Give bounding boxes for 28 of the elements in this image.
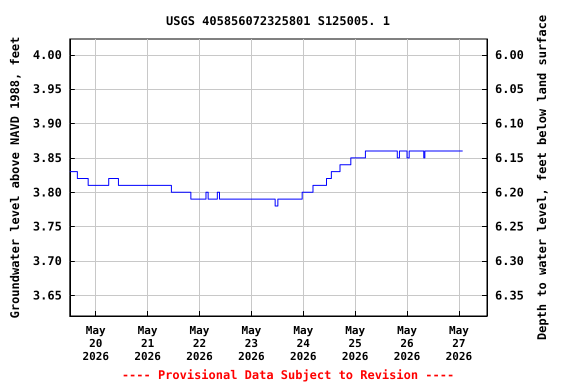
x-tick-label: May 24 2026: [290, 324, 317, 363]
chart-title: USGS 405856072325801 S125005. 1: [166, 14, 390, 28]
y-axis-title: Groundwater level above NAVD 1988, feet: [8, 36, 22, 318]
y-tick-label: 3.80: [32, 185, 62, 200]
x-tick-label: May 26 2026: [394, 324, 421, 363]
x-tick-label: May 22 2026: [186, 324, 214, 363]
text: ---- Provisional Data Subject to Revision ----: [122, 368, 454, 382]
y-tick-label: 3.65: [32, 288, 62, 302]
x-tick-label: May 21 2026: [134, 324, 162, 363]
y2-tick-label: 6.20: [495, 185, 524, 200]
y2-tick-label: 6.30: [495, 254, 524, 268]
y-tick-label: 3.95: [32, 82, 62, 96]
x-tick-label: May 25 2026: [342, 324, 369, 363]
y2-tick-label: 6.15: [495, 150, 524, 165]
y-tick-label: 3.70: [32, 254, 62, 268]
y2-axis-title: Depth to water level, feet below land surface: [534, 14, 549, 340]
y2-tick-label: 6.05: [495, 82, 524, 96]
y-tick-label: 3.75: [32, 220, 62, 234]
y2-tick-label: 6.25: [495, 220, 524, 234]
x-tick-label: May 20 2026: [82, 324, 110, 363]
y-tick-label: 4.00: [32, 48, 62, 62]
y2-tick-label: 6.00: [495, 48, 524, 62]
y2-tick-label: 6.35: [495, 288, 524, 302]
x-tick-label: May 23 2026: [238, 324, 265, 363]
y-tick-label: 3.90: [32, 116, 62, 131]
y-tick-label: 3.85: [32, 150, 62, 165]
x-tick-label: May 27 2026: [446, 324, 473, 363]
y2-tick-label: 6.10: [495, 116, 524, 131]
